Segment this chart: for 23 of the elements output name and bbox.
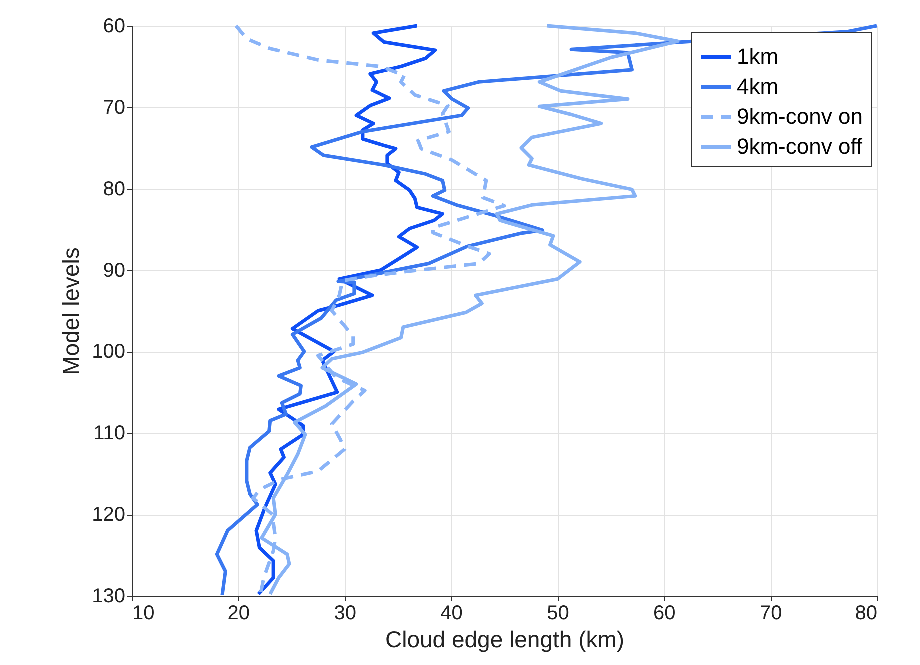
x-tick-label: 60: [654, 602, 676, 624]
x-tick-label: 40: [440, 602, 463, 624]
y-tick-label: 70: [103, 96, 126, 119]
x-tick-label: 30: [334, 602, 356, 624]
legend-label: 4km: [737, 74, 779, 99]
y-tick-label: 100: [92, 341, 126, 364]
y-tick-label: 80: [103, 178, 126, 200]
y-tick-label: 110: [94, 422, 126, 445]
y-tick-label: 90: [103, 260, 126, 282]
x-tick-label: 20: [228, 602, 250, 624]
y-tick-label: 120: [92, 504, 126, 526]
x-tick-label: 80: [855, 602, 878, 624]
x-tick-label: 10: [132, 602, 155, 624]
legend-label: 9km-conv off: [737, 134, 864, 159]
y-axis-title: Model levels: [58, 248, 84, 376]
x-tick-label: 70: [760, 602, 782, 624]
line-series: [254, 24, 445, 596]
x-axis-title: Cloud edge length (km): [385, 626, 625, 652]
x-tick-label: 50: [547, 602, 570, 624]
y-tick-label: 130: [92, 586, 126, 608]
legend-label: 9km-conv on: [737, 104, 863, 129]
legend-label: 1km: [737, 44, 779, 69]
y-tick-label: 60: [103, 16, 126, 38]
